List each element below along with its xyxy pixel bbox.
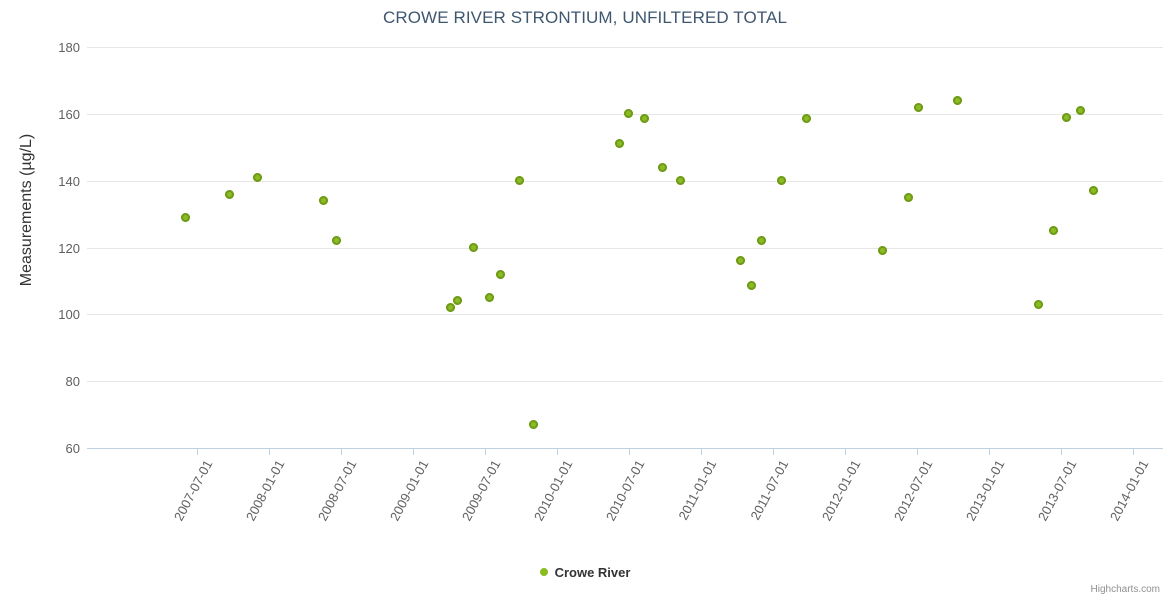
x-axis-tick bbox=[197, 449, 198, 455]
data-point[interactable] bbox=[735, 256, 745, 266]
data-point[interactable] bbox=[913, 102, 923, 112]
x-axis-tick-label: 2010-01-01 bbox=[530, 457, 576, 524]
legend-item-label: Crowe River bbox=[554, 565, 631, 581]
data-point[interactable] bbox=[1033, 299, 1043, 309]
data-point[interactable] bbox=[1061, 112, 1071, 122]
plot-area bbox=[87, 47, 1163, 449]
gridline bbox=[87, 47, 1163, 48]
y-axis-tick-label: 80 bbox=[65, 374, 80, 390]
x-axis-tick-label: 2009-07-01 bbox=[458, 457, 504, 524]
chart-legend: Crowe River bbox=[0, 564, 1170, 580]
data-point[interactable] bbox=[445, 303, 455, 313]
x-axis-tick bbox=[1133, 449, 1134, 455]
data-point[interactable] bbox=[877, 246, 887, 256]
x-axis-tick bbox=[845, 449, 846, 455]
data-point[interactable] bbox=[623, 109, 633, 119]
x-axis-tick-label: 2011-07-01 bbox=[747, 457, 792, 523]
y-axis-tick-label: 100 bbox=[58, 307, 80, 323]
data-point[interactable] bbox=[776, 176, 786, 186]
gridline bbox=[87, 314, 1163, 316]
x-axis-tick-label: 2008-01-01 bbox=[242, 457, 288, 524]
data-point[interactable] bbox=[452, 296, 462, 306]
y-axis-tick-label: 140 bbox=[58, 173, 80, 189]
data-point[interactable] bbox=[657, 162, 667, 172]
data-point[interactable] bbox=[675, 176, 685, 186]
x-axis-tick-label: 2009-01-01 bbox=[386, 457, 432, 524]
data-point[interactable] bbox=[495, 269, 505, 279]
x-axis-tick-label: 2013-07-01 bbox=[1034, 457, 1080, 524]
x-axis-tick-label: 2011-01-01 bbox=[675, 457, 720, 523]
y-axis-tick-label: 180 bbox=[58, 40, 80, 55]
x-axis-tick-label: 2014-01-01 bbox=[1106, 457, 1152, 524]
gridline bbox=[87, 381, 1163, 383]
y-axis-tick-label: 160 bbox=[58, 106, 80, 122]
data-point[interactable] bbox=[756, 236, 766, 246]
data-point[interactable] bbox=[952, 95, 962, 105]
x-axis-tick-label: 2007-07-01 bbox=[170, 457, 216, 524]
data-point[interactable] bbox=[252, 172, 262, 182]
data-point[interactable] bbox=[1048, 226, 1058, 236]
x-axis-tick bbox=[989, 449, 990, 455]
data-point[interactable] bbox=[903, 192, 913, 202]
gridline bbox=[87, 247, 1163, 249]
x-axis-tick bbox=[629, 449, 630, 455]
x-axis-tick bbox=[773, 449, 774, 455]
data-point[interactable] bbox=[514, 176, 524, 186]
x-axis-line bbox=[87, 448, 1163, 449]
data-point[interactable] bbox=[801, 114, 811, 124]
legend-item-crowe-river[interactable]: Crowe River bbox=[539, 564, 631, 581]
x-axis-tick-label: 2013-01-01 bbox=[962, 457, 1008, 524]
x-axis-tick bbox=[701, 449, 702, 455]
data-point[interactable] bbox=[639, 114, 649, 124]
data-point[interactable] bbox=[746, 281, 756, 291]
data-point[interactable] bbox=[1075, 105, 1085, 115]
x-axis-tick bbox=[413, 449, 414, 455]
gridline bbox=[87, 180, 1163, 182]
data-point[interactable] bbox=[224, 189, 234, 199]
data-point[interactable] bbox=[614, 139, 624, 149]
x-axis-tick bbox=[269, 449, 270, 455]
x-axis-tick-label: 2008-07-01 bbox=[314, 457, 360, 524]
data-point[interactable] bbox=[484, 293, 494, 303]
highcharts-credits-link[interactable]: Highcharts.com bbox=[1090, 584, 1160, 595]
x-axis-tick bbox=[1061, 449, 1062, 455]
data-point[interactable] bbox=[180, 212, 190, 222]
x-axis-tick-label: 2012-01-01 bbox=[818, 457, 864, 524]
data-point[interactable] bbox=[528, 420, 538, 430]
x-axis-tick-label: 2012-07-01 bbox=[890, 457, 936, 524]
y-axis-tick-label: 60 bbox=[65, 441, 80, 456]
data-point[interactable] bbox=[331, 236, 341, 246]
chart-title: CROWE RIVER STRONTIUM, UNFILTERED TOTAL bbox=[382, 8, 788, 27]
x-axis-tick bbox=[341, 449, 342, 455]
data-point[interactable] bbox=[318, 196, 328, 206]
y-axis-labels: 60 80 100 120 140 160 180 bbox=[12, 0, 80, 600]
legend-marker-icon bbox=[539, 567, 548, 576]
y-axis-tick-label: 120 bbox=[58, 240, 80, 256]
x-axis-tick-label: 2010-07-01 bbox=[602, 457, 648, 524]
data-point[interactable] bbox=[1088, 186, 1098, 196]
x-axis-tick bbox=[557, 449, 558, 455]
x-axis-tick bbox=[917, 449, 918, 455]
data-point[interactable] bbox=[468, 243, 478, 252]
x-axis-tick bbox=[485, 449, 486, 455]
